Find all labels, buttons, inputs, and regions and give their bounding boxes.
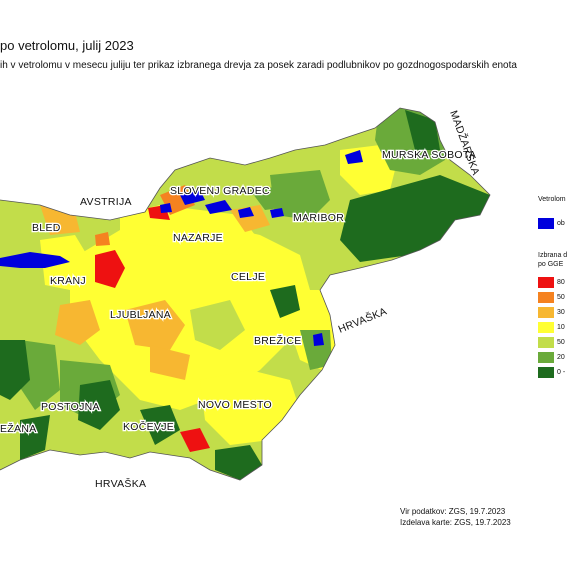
legend-class-swatch (538, 307, 554, 318)
gge-unit (95, 250, 125, 288)
gge-unit (405, 110, 440, 150)
map-title: po vetrolomu, julij 2023 (0, 38, 134, 53)
city-label-kocevje: KOČEVJE (123, 420, 174, 433)
legend-class-label: 0 - (557, 369, 566, 376)
gge-unit (215, 445, 262, 480)
country-label-austria: AVSTRIJA (80, 196, 132, 208)
gge-unit (270, 170, 330, 220)
country-border (0, 107, 491, 481)
city-label-maribor: MARIBOR (293, 212, 344, 224)
gge-unit (340, 175, 490, 262)
gge-unit (78, 380, 120, 430)
legend-class-swatch (538, 322, 554, 333)
windthrow-area (345, 150, 363, 164)
legend-windthrow-title: Vetrolom (538, 196, 566, 203)
city-label-celje: CELJE (231, 271, 265, 283)
gge-unit (250, 185, 300, 210)
gge-unit (20, 415, 50, 460)
gge-unit (180, 428, 210, 452)
windthrow-area (180, 190, 205, 205)
legend-class-swatch (538, 292, 554, 303)
city-label-brezice: BREŽICE (254, 334, 302, 347)
legend-class-label: 30 (557, 309, 565, 316)
city-label-bled: BLED (32, 222, 61, 234)
gge-unit (95, 232, 110, 246)
gge-unit (0, 340, 30, 400)
legend-class-swatch (538, 277, 554, 288)
country-label-croatia-south: HRVAŠKA (95, 477, 146, 490)
legend-class-label: 80 (557, 279, 565, 286)
city-label-ljubljana: LJUBLJANA (110, 309, 171, 321)
city-label-sezana: EŽANA (0, 422, 37, 435)
gge-unit (150, 345, 190, 380)
legend-bark-title: Izbrana d (538, 252, 568, 259)
gge-unit (270, 285, 300, 318)
gge-unit (125, 300, 185, 350)
city-label-kranj: KRANJ (50, 275, 86, 287)
gge-unit (190, 300, 245, 350)
legend-class-label: 10 (557, 324, 565, 331)
city-label-postojna: POSTOJNA (41, 401, 100, 413)
legend-class-label: 50 (557, 294, 565, 301)
windthrow-area (270, 208, 284, 218)
source-made: Izdelava karte: ZGS, 19.7.2023 (400, 518, 511, 527)
windthrow-area (238, 207, 254, 218)
legend-class-label: 50 (557, 339, 565, 346)
gge-unit (70, 215, 310, 410)
city-label-murska-sobota: MURSKA SOBOTA (382, 149, 476, 161)
gge-unit (140, 405, 180, 445)
city-label-slovenj-gradec: SLOVENJ GRADEC (170, 185, 270, 197)
gge-unit (200, 370, 300, 445)
city-label-nazarje: NAZARJE (173, 232, 223, 244)
country-label-croatia-east: HRVAŠKA (336, 305, 388, 336)
gge-unit (55, 300, 100, 345)
source-data: Vir podatkov: ZGS, 19.7.2023 (400, 507, 506, 516)
legend-class-swatch (538, 367, 554, 378)
windthrow-area (313, 333, 324, 346)
legend-class-swatch (538, 352, 554, 363)
legend-windthrow-label: ob (557, 220, 565, 227)
legend-bark-subtitle: po GGE (538, 261, 564, 268)
legend-windthrow-swatch (538, 218, 554, 229)
windthrow-area (0, 252, 70, 268)
gge-unit (300, 330, 332, 370)
map-subtitle: ih v vetrolomu v mesecu juliju ter prika… (0, 60, 517, 71)
windthrow-area (160, 203, 172, 213)
windthrow-area (205, 200, 232, 214)
legend-class-swatch (538, 337, 554, 348)
legend-class-label: 20 (557, 354, 565, 361)
city-label-novo-mesto: NOVO MESTO (198, 399, 272, 411)
